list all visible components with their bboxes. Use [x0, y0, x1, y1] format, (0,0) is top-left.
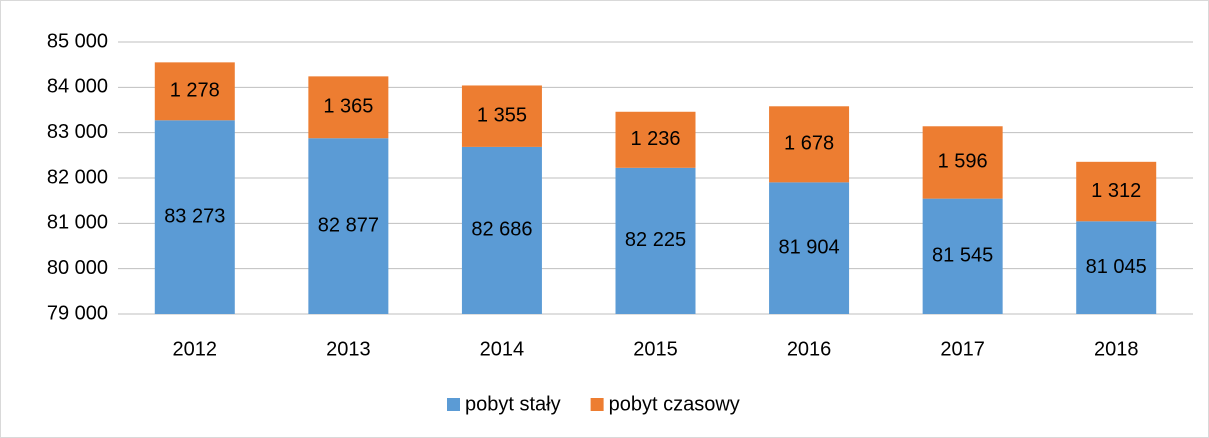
value-label: 81 545	[932, 245, 993, 267]
value-label: 81 904	[778, 236, 839, 258]
value-label: 1 355	[477, 104, 527, 126]
x-tick-label: 2017	[940, 338, 985, 360]
bar-segment	[922, 198, 1003, 314]
value-label: 1 678	[784, 133, 834, 155]
value-label: 82 877	[318, 214, 379, 236]
value-label: 1 278	[170, 80, 220, 102]
legend-label: pobyt stały	[465, 393, 561, 415]
legend-swatch	[447, 398, 460, 411]
bar-segment	[308, 76, 389, 139]
bar-segment	[1076, 221, 1157, 314]
legend-label: pobyt czasowy	[609, 393, 740, 415]
bar-segment	[922, 126, 1003, 199]
bar-segment	[615, 111, 696, 168]
bar-segment	[615, 167, 696, 314]
x-tick-label: 2015	[633, 338, 678, 360]
y-tick-label: 80 000	[47, 257, 108, 279]
x-tick-label: 2013	[326, 338, 371, 360]
bar-segment	[769, 106, 850, 183]
y-tick-label: 84 000	[47, 76, 108, 98]
value-label: 1 365	[323, 96, 373, 118]
value-label: 82 225	[625, 229, 686, 251]
bar-segment	[308, 138, 389, 314]
value-label: 81 045	[1086, 256, 1147, 278]
value-label: 1 236	[630, 128, 680, 150]
value-label: 1 596	[938, 151, 988, 173]
value-label: 1 312	[1091, 180, 1141, 202]
y-tick-label: 82 000	[47, 166, 108, 188]
x-tick-label: 2014	[480, 338, 525, 360]
y-tick-label: 79 000	[47, 302, 108, 324]
legend-swatch	[590, 398, 604, 411]
bar-segment	[769, 182, 850, 314]
y-tick-label: 83 000	[47, 121, 108, 143]
value-label: 83 273	[164, 205, 225, 227]
x-tick-label: 2016	[787, 338, 832, 360]
y-tick-label: 85 000	[47, 30, 108, 52]
y-tick-label: 81 000	[47, 212, 108, 234]
x-tick-label: 2012	[173, 338, 218, 360]
bar-segment	[154, 120, 235, 314]
bar-segment	[154, 62, 235, 121]
value-label: 82 686	[471, 219, 532, 241]
bar-segment	[1076, 161, 1157, 222]
x-tick-label: 2018	[1094, 338, 1139, 360]
bar-segment	[461, 85, 542, 147]
bar-segment	[461, 146, 542, 314]
